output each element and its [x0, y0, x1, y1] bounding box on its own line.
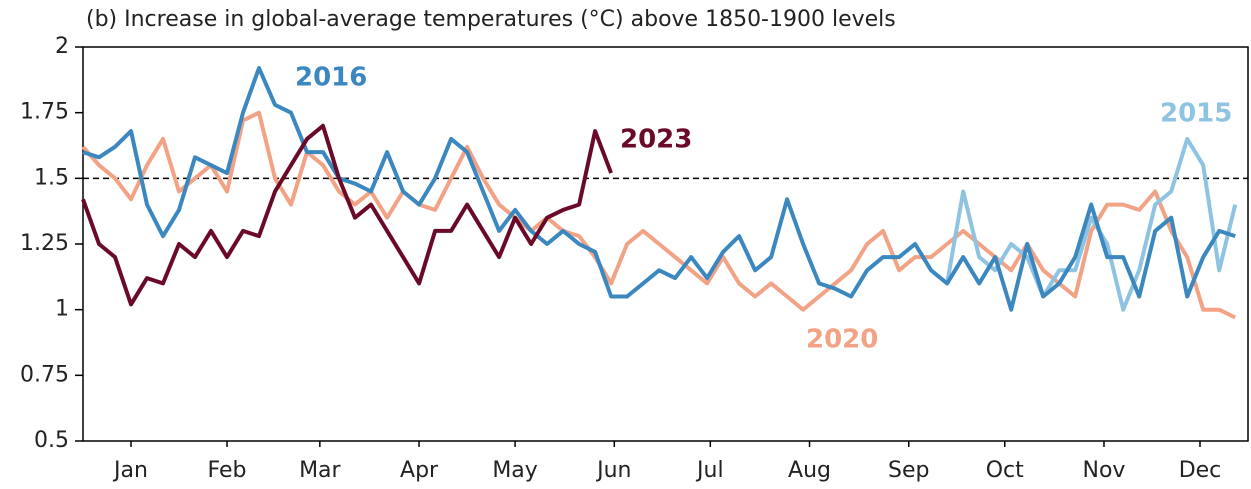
y-tick-label: 1.25: [20, 231, 69, 256]
x-tick-label: Mar: [299, 458, 341, 483]
y-tick-label: 0.5: [34, 428, 69, 453]
series-line: [81, 123, 613, 307]
x-tick-label: Oct: [986, 458, 1024, 483]
x-tick-label: Nov: [1083, 458, 1126, 483]
y-tick-label: 1.75: [20, 100, 69, 125]
x-tick-label: Jan: [112, 458, 148, 483]
plot-frame: [82, 46, 1249, 442]
x-tick-label: Jul: [695, 458, 724, 483]
x-tick-label: Sep: [888, 458, 929, 483]
series-line: [82, 66, 1236, 312]
x-tick-label: Dec: [1179, 458, 1222, 483]
y-tick-label: 0.75: [20, 362, 69, 387]
series-label: 2023: [620, 125, 692, 155]
series-line: [81, 110, 1237, 320]
series-label: 2020: [806, 325, 878, 355]
x-tick-label: Apr: [400, 458, 439, 483]
series-line: [945, 136, 1238, 312]
y-tick-label: 1: [55, 297, 69, 322]
x-tick-label: Jun: [595, 458, 631, 483]
series-label: 2015: [1160, 99, 1232, 129]
x-tick-label: May: [492, 458, 537, 483]
series-label: 2016: [295, 63, 367, 93]
y-tick-label: 2: [55, 34, 69, 59]
chart-title: (b) Increase in global-average temperatu…: [86, 7, 896, 32]
x-tick-label: Aug: [788, 458, 831, 483]
x-tick-label: Feb: [208, 458, 247, 483]
y-tick-label: 1.5: [34, 165, 69, 190]
